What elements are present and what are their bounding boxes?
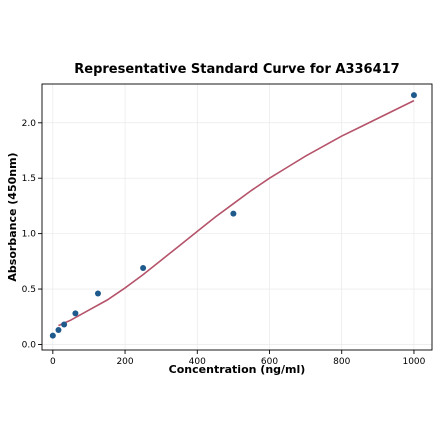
data-point <box>230 210 237 217</box>
data-point <box>55 327 62 334</box>
y-tick-label: 1.5 <box>22 174 36 184</box>
y-tick-label: 2.0 <box>22 119 37 129</box>
y-axis-label: Absorbance (450nm) <box>6 152 19 281</box>
y-tick-label: 0.5 <box>22 285 36 295</box>
x-tick-label: 1000 <box>402 357 425 367</box>
data-point <box>49 332 56 339</box>
x-tick-label: 600 <box>261 357 278 367</box>
x-tick-label: 0 <box>50 357 56 367</box>
y-axis-ticks: 0.0 0.5 1.0 1.5 2.0 <box>22 119 42 350</box>
y-tick-label: 0.0 <box>22 340 37 350</box>
x-tick-label: 800 <box>333 357 350 367</box>
data-point <box>94 290 101 297</box>
data-point <box>61 321 68 328</box>
plot-frame <box>41 83 433 351</box>
x-tick-label: 400 <box>189 357 206 367</box>
y-tick-label: 1.0 <box>22 230 37 240</box>
x-tick-label: 200 <box>116 357 133 367</box>
x-axis-label: Concentration (ng/ml) <box>169 363 306 376</box>
grid-layer <box>42 84 432 350</box>
fit-curve-line <box>58 99 415 327</box>
x-axis-ticks: 0 200 400 600 800 1000 <box>50 350 426 367</box>
fit-curve-layer <box>58 99 415 327</box>
data-point <box>72 310 79 317</box>
chart-title: Representative Standard Curve for A33641… <box>74 62 399 77</box>
data-points-layer <box>49 92 417 339</box>
data-point <box>140 264 147 271</box>
data-point <box>410 92 417 99</box>
